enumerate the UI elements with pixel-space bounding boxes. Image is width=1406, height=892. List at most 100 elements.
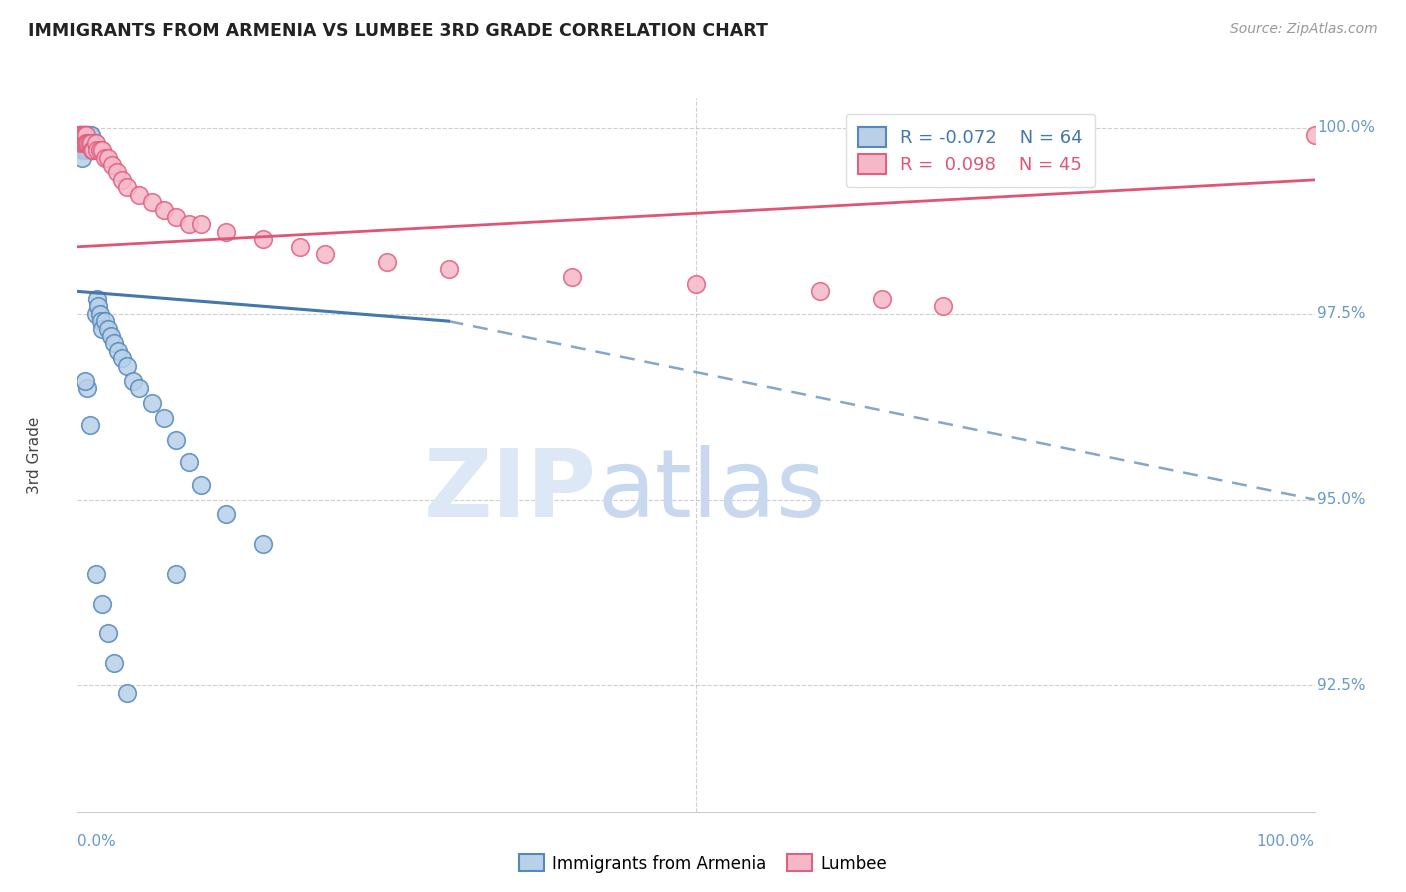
- Point: [76, 128, 98, 143]
- Point: [128, 381, 150, 395]
- Text: 100.0%: 100.0%: [1317, 120, 1375, 136]
- Point: [165, 433, 187, 447]
- Point: [82, 143, 104, 157]
- Point: [76, 143, 98, 157]
- Point: [141, 396, 163, 410]
- Point: [932, 299, 955, 313]
- Point: [128, 187, 150, 202]
- Point: [72, 151, 94, 165]
- Point: [80, 128, 103, 143]
- Point: [82, 143, 104, 157]
- Point: [103, 656, 125, 670]
- Point: [69, 128, 91, 143]
- Point: [72, 128, 94, 143]
- Text: Source: ZipAtlas.com: Source: ZipAtlas.com: [1230, 22, 1378, 37]
- Point: [808, 285, 831, 299]
- Point: [111, 173, 134, 187]
- Point: [67, 128, 90, 143]
- Point: [76, 381, 98, 395]
- Text: 95.0%: 95.0%: [1317, 492, 1365, 507]
- Point: [75, 136, 97, 150]
- Point: [76, 136, 98, 150]
- Point: [70, 128, 93, 143]
- Point: [67, 128, 90, 143]
- Text: atlas: atlas: [598, 444, 825, 537]
- Point: [165, 566, 187, 581]
- Point: [70, 128, 93, 143]
- Point: [89, 307, 111, 321]
- Point: [73, 374, 96, 388]
- Text: 92.5%: 92.5%: [1317, 678, 1365, 693]
- Point: [561, 269, 583, 284]
- Point: [314, 247, 336, 261]
- Point: [72, 128, 94, 143]
- Point: [91, 597, 114, 611]
- Point: [1303, 128, 1326, 143]
- Point: [77, 143, 100, 157]
- Point: [100, 329, 122, 343]
- Point: [72, 128, 94, 143]
- Point: [75, 136, 97, 150]
- Point: [73, 128, 96, 143]
- Point: [73, 128, 96, 143]
- Point: [82, 136, 104, 150]
- Point: [165, 210, 187, 224]
- Point: [72, 128, 94, 143]
- Point: [215, 508, 238, 522]
- Point: [375, 254, 398, 268]
- Point: [103, 336, 125, 351]
- Point: [91, 143, 114, 157]
- Legend: R = -0.072    N = 64, R =  0.098    N = 45: R = -0.072 N = 64, R = 0.098 N = 45: [846, 114, 1095, 186]
- Point: [73, 136, 96, 150]
- Point: [190, 477, 212, 491]
- Point: [107, 343, 129, 358]
- Point: [72, 136, 94, 150]
- Point: [153, 202, 176, 217]
- Point: [72, 136, 94, 150]
- Point: [685, 277, 707, 291]
- Text: IMMIGRANTS FROM ARMENIA VS LUMBEE 3RD GRADE CORRELATION CHART: IMMIGRANTS FROM ARMENIA VS LUMBEE 3RD GR…: [28, 22, 768, 40]
- Point: [153, 410, 176, 425]
- Point: [141, 195, 163, 210]
- Point: [90, 314, 112, 328]
- Point: [86, 143, 108, 157]
- Point: [87, 299, 110, 313]
- Point: [870, 292, 893, 306]
- Point: [69, 136, 91, 150]
- Text: 100.0%: 100.0%: [1257, 834, 1315, 849]
- Point: [115, 180, 138, 194]
- Point: [80, 143, 103, 157]
- Point: [79, 136, 101, 150]
- Point: [97, 626, 120, 640]
- Text: 3rd Grade: 3rd Grade: [27, 417, 42, 493]
- Point: [97, 151, 120, 165]
- Point: [77, 128, 100, 143]
- Point: [73, 143, 96, 157]
- Text: ZIP: ZIP: [425, 444, 598, 537]
- Point: [101, 158, 124, 172]
- Point: [75, 128, 97, 143]
- Point: [111, 351, 134, 366]
- Text: 0.0%: 0.0%: [77, 834, 117, 849]
- Point: [79, 128, 101, 143]
- Point: [97, 321, 120, 335]
- Legend: Immigrants from Armenia, Lumbee: Immigrants from Armenia, Lumbee: [513, 847, 893, 880]
- Point: [75, 128, 97, 143]
- Point: [75, 143, 97, 157]
- Point: [177, 218, 200, 232]
- Point: [215, 225, 238, 239]
- Text: 97.5%: 97.5%: [1317, 306, 1365, 321]
- Point: [70, 136, 93, 150]
- Point: [77, 136, 100, 150]
- Point: [86, 292, 108, 306]
- Point: [79, 418, 101, 433]
- Point: [177, 455, 200, 469]
- Point: [122, 374, 145, 388]
- Point: [80, 136, 103, 150]
- Point: [72, 136, 94, 150]
- Point: [79, 136, 101, 150]
- Point: [115, 359, 138, 373]
- Point: [73, 136, 96, 150]
- Point: [89, 143, 111, 157]
- Point: [93, 151, 115, 165]
